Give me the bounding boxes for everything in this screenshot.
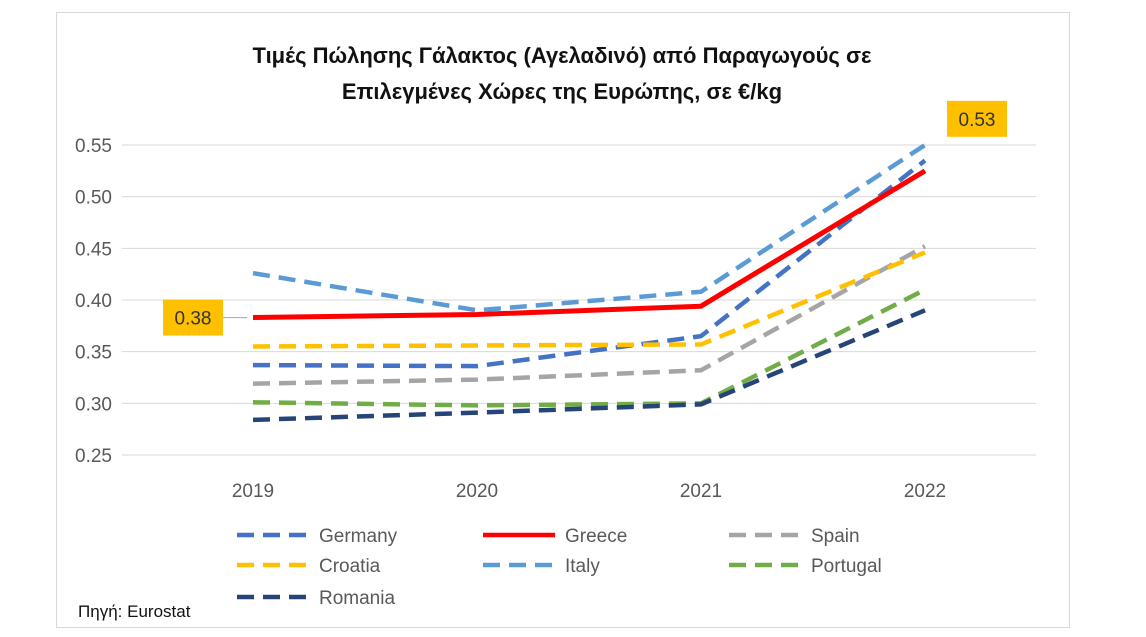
legend-label-spain: Spain <box>811 526 860 547</box>
series-line-romania <box>252 308 926 423</box>
chart-title-line-2: Επιλεγμένες Χώρες της Ευρώπης, σε €/kg <box>342 79 782 104</box>
series-line-greece <box>252 168 927 321</box>
callout-label: 0.53 <box>959 110 996 131</box>
data-callouts: 0.38 0.53 <box>163 100 1007 336</box>
x-tick-label: 2019 <box>232 481 274 502</box>
x-tick-label: 2020 <box>456 481 498 502</box>
y-tick-label: 0.40 <box>75 291 112 312</box>
callout-box <box>163 299 223 336</box>
y-tick-label: 0.45 <box>75 239 112 260</box>
y-tick-label: 0.30 <box>75 394 112 415</box>
series-line-italy <box>252 143 927 313</box>
y-tick-label: 0.50 <box>75 188 112 209</box>
legend-label-italy: Italy <box>565 556 600 577</box>
chart-title-line-1: Τιμές Πώλησης Γάλακτος (Αγελαδινό) από Π… <box>253 43 872 68</box>
legend-label-croatia: Croatia <box>319 556 381 577</box>
legend-label-germany: Germany <box>319 526 398 547</box>
series-lines <box>252 143 927 423</box>
legend-label-romania: Romania <box>319 588 395 609</box>
x-axis-ticks: 2019 2020 2021 2022 <box>232 481 946 502</box>
legend-label-portugal: Portugal <box>811 556 882 577</box>
y-tick-label: 0.55 <box>75 136 112 157</box>
legend: Germany Greece Spain Croatia Italy Portugal Ro… <box>237 526 882 609</box>
y-tick-label: 0.35 <box>75 343 112 364</box>
y-axis-ticks: 0.55 0.50 0.45 0.40 0.35 0.30 0.25 <box>75 136 112 467</box>
x-tick-label: 2022 <box>904 481 946 502</box>
legend-label-greece: Greece <box>565 526 627 547</box>
callout-label: 0.38 <box>175 309 212 330</box>
x-tick-label: 2021 <box>680 481 722 502</box>
series-line-croatia <box>252 250 926 349</box>
series-line-spain <box>252 244 927 386</box>
y-tick-label: 0.25 <box>75 446 112 467</box>
series-line-germany <box>252 158 927 369</box>
series-line-portugal <box>252 287 927 408</box>
callout-box <box>947 100 1007 137</box>
source-note: Πηγή: Eurostat <box>78 602 191 621</box>
